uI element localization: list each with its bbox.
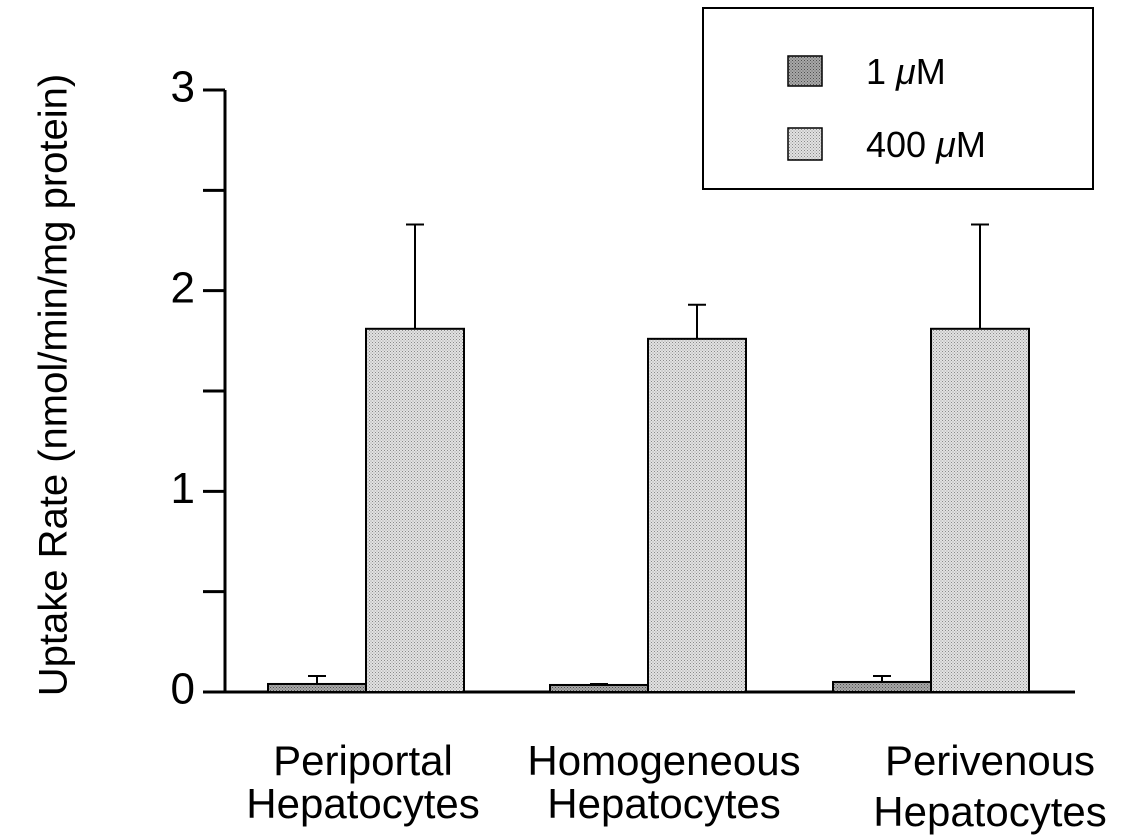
y-tick-label: 2 bbox=[171, 263, 195, 312]
category-label-0-line0: Periportal bbox=[273, 737, 453, 784]
bars bbox=[267, 223, 1030, 694]
category-label-1-line0: Homogeneous bbox=[527, 737, 800, 784]
bar-1uM-1 bbox=[549, 683, 649, 694]
y-axis-label: Uptake Rate (nmol/min/mg protein) bbox=[32, 74, 76, 696]
y-tick-label: 0 bbox=[171, 665, 195, 714]
legend-swatch-1uM bbox=[787, 55, 823, 87]
category-labels: PeriportalHepatocytesHomogeneousHepatocy… bbox=[246, 737, 1106, 835]
bar-400uM-1 bbox=[647, 337, 747, 693]
bar-1uM-2 bbox=[832, 680, 932, 694]
y-axis-ticks: 0 1 2 3 bbox=[171, 63, 225, 714]
legend: 1 μM 400 μM bbox=[702, 7, 1094, 190]
category-label-2-line0: Perivenous bbox=[885, 737, 1095, 784]
category-label-1-line1: Hepatocytes bbox=[547, 780, 780, 827]
legend-label-400uM: 400 μM bbox=[866, 124, 986, 165]
y-tick-label: 1 bbox=[171, 464, 195, 513]
bar-1uM-0 bbox=[267, 682, 367, 693]
y-tick-label: 3 bbox=[171, 63, 195, 112]
legend-box bbox=[702, 7, 1094, 190]
bar-400uM-2 bbox=[930, 327, 1030, 693]
bar-400uM-0 bbox=[365, 327, 465, 693]
category-label-2-line1: Hepatocytes bbox=[873, 788, 1106, 835]
category-label-0-line1: Hepatocytes bbox=[246, 780, 479, 827]
legend-swatch-400uM bbox=[787, 127, 823, 161]
legend-label-1uM: 1 μM bbox=[866, 51, 946, 92]
